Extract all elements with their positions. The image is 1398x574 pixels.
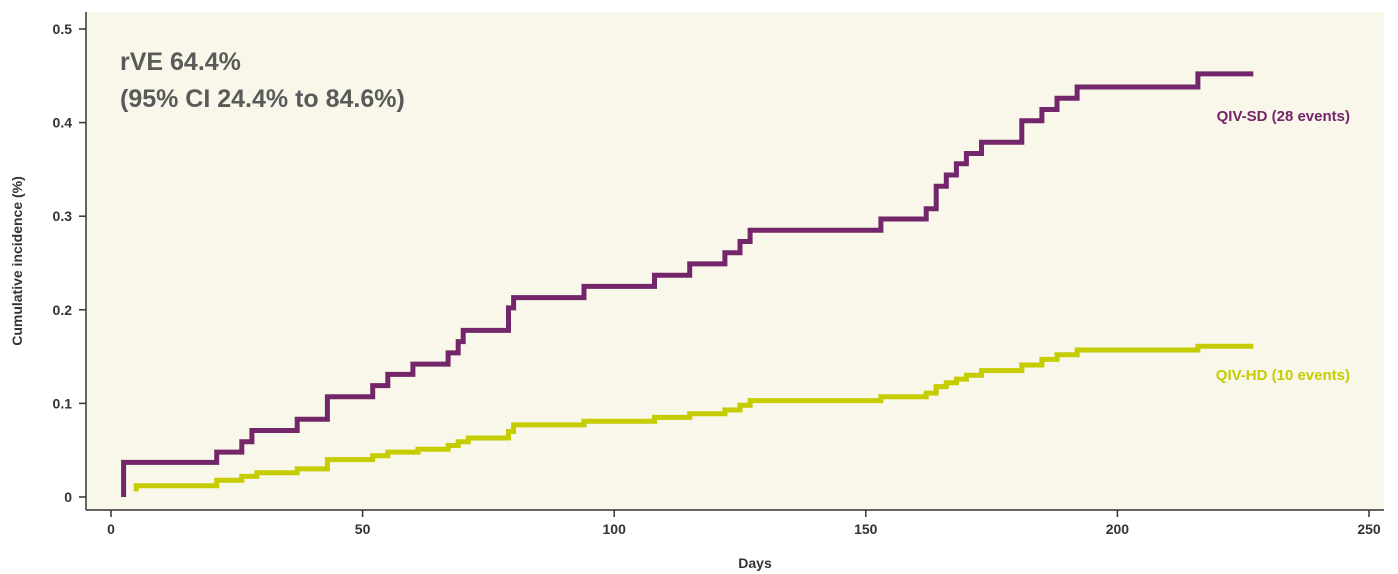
rve-annotation-line-1: rVE 64.4%: [120, 48, 241, 76]
y-tick-label: 0.5: [53, 21, 73, 37]
series-label-qiv-sd: QIV-SD (28 events): [1217, 108, 1350, 125]
x-axis-ticks: 0 50 100 150 200 250: [107, 510, 1381, 537]
y-axis-label: Cumulative incidence (%): [9, 176, 25, 346]
y-tick-label: 0: [64, 489, 72, 505]
x-tick-label: 100: [603, 521, 627, 537]
x-tick-label: 200: [1106, 521, 1130, 537]
plot-background: [86, 12, 1384, 510]
series-line-qiv-sd: [121, 71, 1254, 497]
rve-annotation-line-2: (95% CI 24.4% to 84.6%): [120, 85, 405, 113]
y-tick-label: 0.2: [53, 302, 73, 318]
x-axis-label: Days: [738, 555, 772, 571]
series-layer: [121, 71, 1254, 497]
series-line-qiv-hd: [133, 343, 1254, 492]
series-label-qiv-hd: QIV-HD (10 events): [1216, 367, 1350, 384]
x-tick-label: 0: [107, 521, 115, 537]
y-tick-label: 0.4: [53, 115, 73, 131]
x-tick-label: 150: [854, 521, 878, 537]
x-tick-label: 250: [1357, 521, 1381, 537]
y-axis-ticks: 0 0.1 0.2 0.3 0.4 0.5: [53, 21, 86, 505]
y-tick-label: 0.1: [53, 395, 73, 411]
x-tick-label: 50: [355, 521, 371, 537]
y-tick-label: 0.3: [53, 208, 73, 224]
